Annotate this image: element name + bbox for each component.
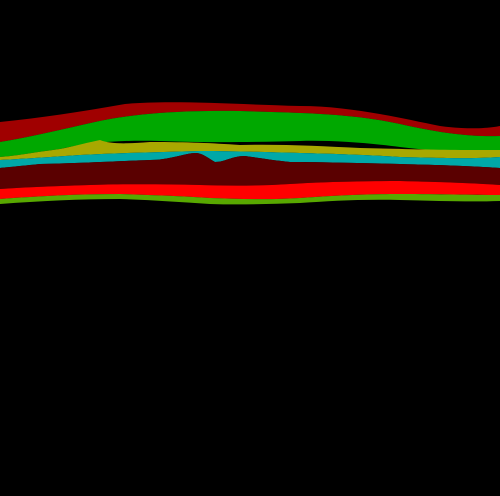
background	[0, 0, 500, 496]
layered-bands-image	[0, 0, 500, 496]
